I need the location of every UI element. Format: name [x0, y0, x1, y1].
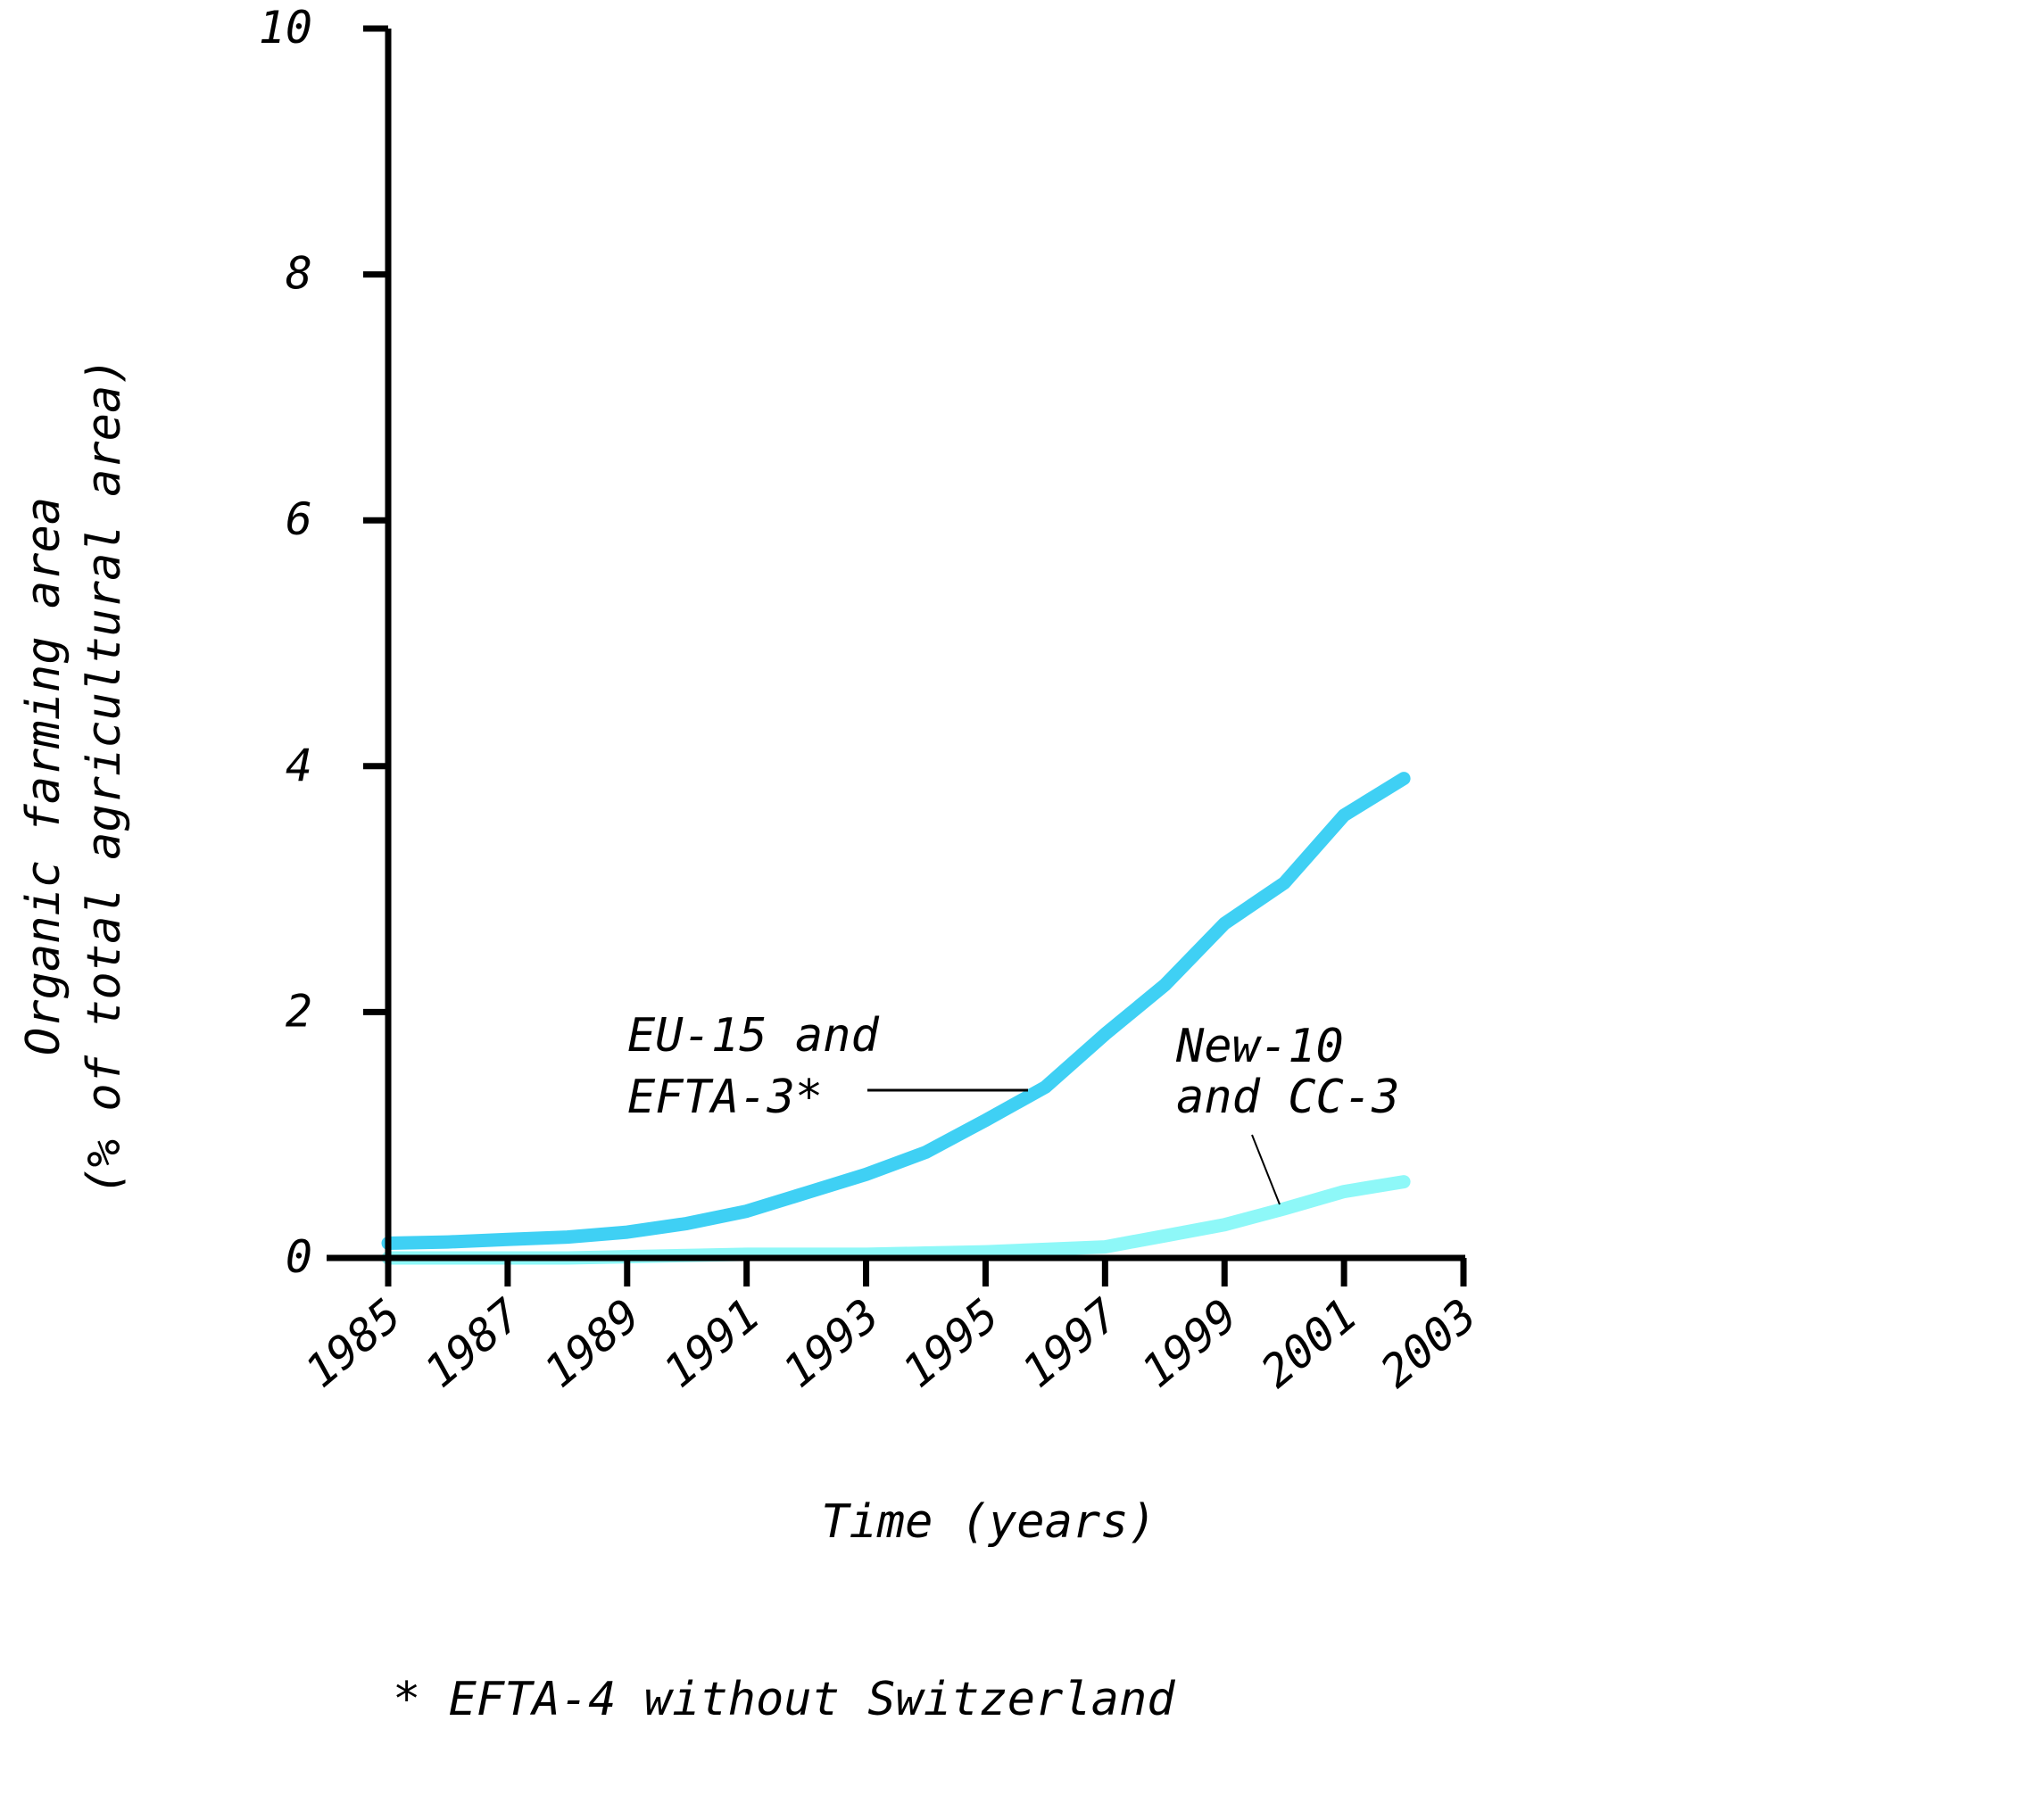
y-tick-label: 2: [286, 985, 312, 1037]
series-label-new10-line2: and CC-3: [1176, 1071, 1399, 1124]
axes-layer: [327, 29, 1465, 1283]
y-tick-label: 6: [286, 493, 312, 545]
x-tick-label: 2001: [1251, 1289, 1367, 1398]
y-ticks: 0 2 4 6 8 10: [259, 2, 388, 1283]
series-line-eu15-efta3: [381, 772, 1411, 1250]
series-layer: [381, 772, 1411, 1265]
x-axis-label: Time (years): [821, 1495, 1157, 1549]
y-tick-label: 10: [259, 2, 312, 54]
series-label-eu15-line2: EFTA-3*: [627, 1071, 823, 1124]
y-axis-label-line2: (% of total agricultural area): [78, 357, 131, 1195]
x-tick-label: 1997: [1013, 1289, 1129, 1398]
y-tick-label: 0: [286, 1231, 312, 1283]
y-tick-label: 8: [286, 248, 312, 300]
x-tick-label: 1995: [893, 1289, 1009, 1398]
x-ticks: 1985 1987 1989 1991 1993 1995 1997 1999 2001 2003: [295, 1258, 1487, 1398]
series-label-new10-line1: New-10: [1175, 1020, 1344, 1073]
x-tick-label: 1989: [535, 1289, 651, 1398]
x-tick-label: 2003: [1371, 1289, 1487, 1398]
x-tick-label: 1993: [774, 1289, 890, 1398]
x-tick-label: 1999: [1132, 1289, 1248, 1398]
series-label-new10-leader: [1251, 1134, 1281, 1205]
series-label-eu15-line1: EU-15 and: [627, 1009, 879, 1063]
x-tick-label: 1991: [654, 1289, 770, 1398]
footnote: * EFTA-4 without Switzerland: [393, 1673, 1175, 1726]
y-axis-label-line1: Organic farming area: [17, 497, 70, 1055]
series-line-new10-cc3: [381, 1175, 1411, 1265]
y-tick-label: 4: [286, 740, 312, 791]
x-tick-label: 1987: [415, 1289, 531, 1398]
x-tick-label: 1985: [295, 1289, 411, 1398]
